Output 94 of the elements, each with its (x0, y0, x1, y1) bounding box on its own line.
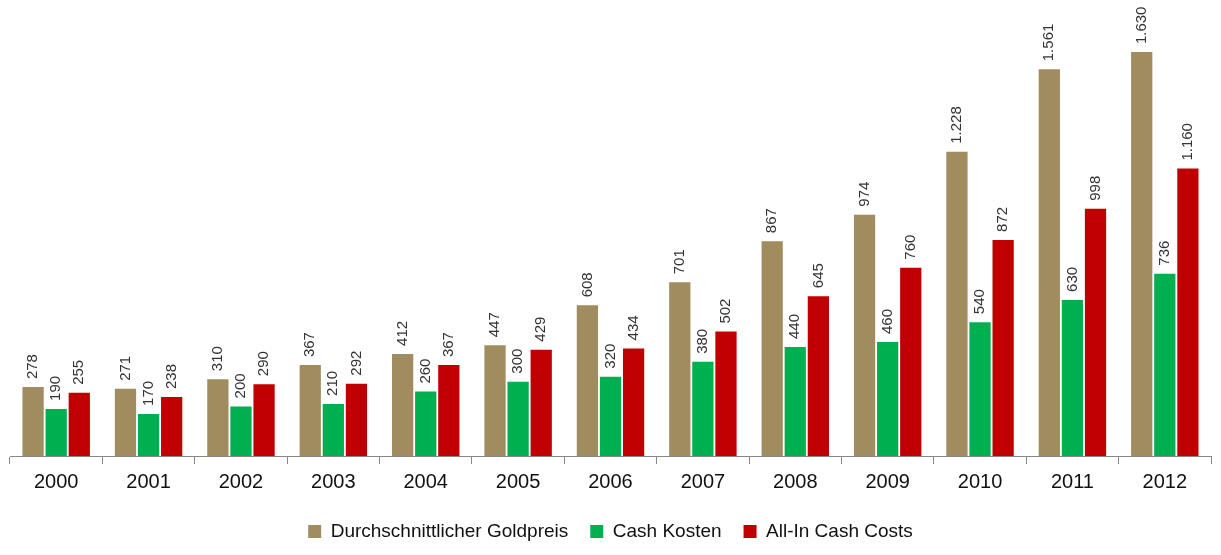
x-tick-label: 2008 (773, 469, 818, 492)
bar (22, 387, 44, 456)
data-label: 255 (69, 359, 87, 385)
data-label: 460 (877, 308, 895, 335)
data-label: 974 (854, 181, 872, 207)
x-tick-label: 2003 (311, 469, 356, 492)
data-label: 540 (970, 289, 988, 315)
x-tick-label: 2005 (495, 469, 541, 492)
bar (784, 346, 806, 456)
data-label: 502 (716, 298, 734, 324)
x-tick-label: 2007 (680, 469, 726, 492)
bar (715, 331, 737, 456)
bar (1084, 208, 1107, 456)
data-label: 310 (208, 346, 226, 372)
x-tick-label: 2006 (588, 469, 633, 492)
bar (1061, 299, 1084, 456)
data-label: 320 (600, 343, 618, 369)
bar (438, 365, 460, 456)
x-tick-label: 2009 (865, 469, 910, 492)
data-label: 998 (1085, 175, 1103, 201)
bar (161, 397, 183, 456)
bar (507, 381, 529, 456)
data-label: 292 (346, 350, 364, 376)
data-label: 736 (1154, 240, 1172, 266)
data-label: 440 (785, 313, 803, 339)
x-tick-label: 2012 (1142, 469, 1188, 492)
data-label: 367 (438, 332, 456, 358)
bar (946, 151, 968, 456)
bar (807, 296, 829, 456)
data-label: 367 (300, 332, 318, 358)
x-tick-label: 2010 (957, 469, 1003, 492)
data-label: 300 (508, 348, 526, 374)
bar (599, 376, 622, 456)
bar (853, 214, 876, 456)
bar (692, 361, 714, 456)
bar (1177, 168, 1199, 456)
bar (230, 406, 252, 456)
bar (761, 241, 783, 456)
bar (1131, 52, 1153, 456)
bar (900, 267, 922, 456)
data-label: 645 (808, 263, 826, 289)
bar (877, 342, 899, 456)
legend-label: All-In Cash Costs (766, 519, 913, 541)
data-label: 1.160 (1178, 123, 1196, 161)
data-label: 630 (1062, 266, 1080, 292)
data-label: 867 (762, 208, 780, 234)
data-label: 260 (415, 358, 433, 384)
data-label: 190 (46, 375, 64, 401)
data-label: 200 (231, 373, 249, 399)
bar (45, 408, 67, 456)
data-label: 271 (115, 355, 133, 381)
bar (415, 391, 437, 456)
x-tick-label: 2001 (126, 469, 171, 492)
bar (322, 403, 344, 456)
bar (299, 365, 321, 456)
data-label: 760 (900, 234, 918, 260)
bar (992, 239, 1014, 456)
bar (392, 353, 414, 456)
bar (137, 413, 160, 456)
bar (530, 349, 552, 456)
x-tick-label: 2000 (33, 469, 79, 492)
legend-label: Cash Kosten (612, 519, 722, 541)
bar (669, 282, 691, 456)
data-label: 170 (138, 380, 156, 406)
bar (969, 322, 991, 456)
bar (207, 379, 229, 456)
bar (253, 384, 275, 456)
bar (576, 305, 599, 456)
data-label: 434 (623, 315, 641, 341)
data-label: 447 (485, 312, 503, 338)
data-label: 1.561 (1039, 23, 1057, 62)
bar (622, 348, 645, 456)
data-label: 380 (693, 328, 711, 354)
data-label: 1.630 (1131, 6, 1149, 45)
x-tick-label: 2002 (218, 469, 264, 492)
x-tick-label: 2004 (403, 469, 448, 492)
data-label: 238 (161, 364, 179, 390)
legend-label: Durchschnittlicher Goldpreis (330, 519, 569, 541)
bar (484, 345, 506, 456)
bar (114, 388, 137, 456)
data-label: 429 (531, 316, 549, 342)
data-label: 412 (392, 320, 410, 346)
x-tick-label: 2011 (1050, 469, 1094, 492)
bar (68, 392, 90, 456)
bar (345, 383, 368, 456)
data-label: 290 (254, 351, 272, 377)
data-label: 278 (23, 354, 41, 380)
data-label: 1.228 (947, 106, 965, 144)
data-label: 872 (993, 206, 1011, 232)
bar (1038, 69, 1060, 456)
data-label: 608 (577, 272, 595, 298)
bar (1154, 273, 1176, 456)
data-label: 210 (323, 370, 341, 396)
data-label: 701 (669, 249, 687, 275)
